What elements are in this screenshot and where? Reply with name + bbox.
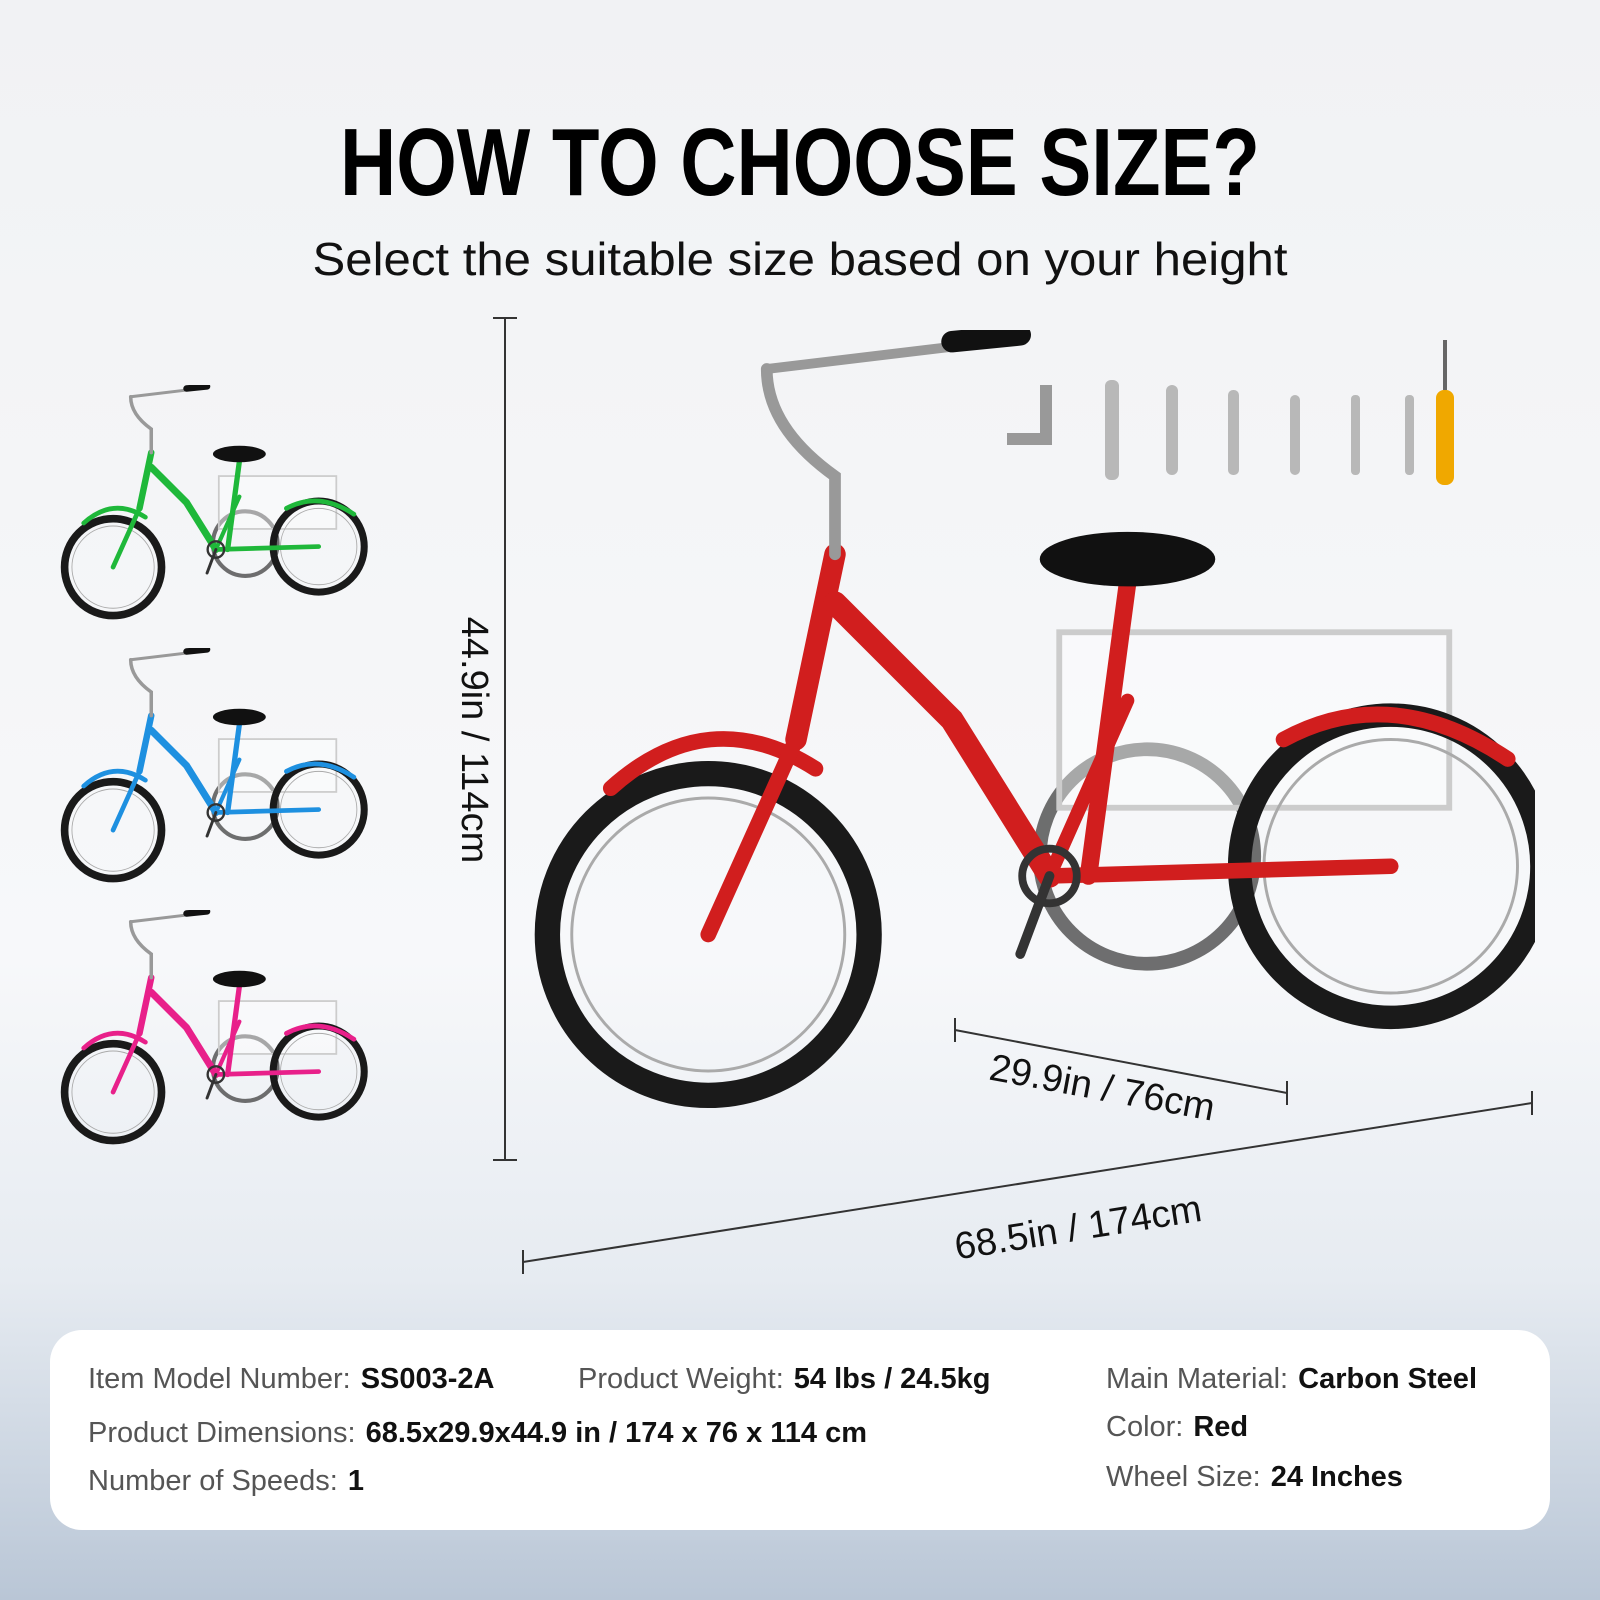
subtitle: Select the suitable size based on your h… (313, 233, 1288, 285)
spec: Product Dimensions: 68.5x29.9x44.9 in / 1… (88, 1417, 867, 1449)
spec-label: Wheel Size: (1106, 1461, 1261, 1493)
spec-value: 54 lbs / 24.5kg (794, 1363, 991, 1395)
spec: Wheel Size: 24 Inches (1106, 1461, 1403, 1493)
title: HOW TO CHOOSE SIZE? (340, 109, 1260, 216)
spec-label: Main Material: (1106, 1363, 1288, 1395)
spec-label: Product Weight: (578, 1363, 784, 1395)
tools (1007, 340, 1454, 485)
spec: Color: Red (1106, 1411, 1248, 1443)
spec-panel (50, 1330, 1550, 1530)
spec-value: Red (1193, 1411, 1248, 1443)
spec-label: Product Dimensions: (88, 1417, 356, 1449)
spec-value: 1 (348, 1465, 364, 1497)
spec: Product Weight: 54 lbs / 24.5kg (578, 1363, 990, 1395)
spec-value: 24 Inches (1271, 1461, 1403, 1493)
height-label: 44.9in / 114cm (453, 617, 495, 863)
spec: Main Material: Carbon Steel (1106, 1363, 1477, 1395)
spec-label: Number of Speeds: (88, 1465, 338, 1497)
spec-value: Carbon Steel (1298, 1363, 1477, 1395)
spec-label: Item Model Number: (88, 1363, 351, 1395)
spec-value: 68.5x29.9x44.9 in / 174 x 76 x 114 cm (366, 1417, 867, 1449)
spec: Number of Speeds: 1 (88, 1465, 364, 1497)
spec-label: Color: (1106, 1411, 1183, 1443)
spec: Item Model Number: SS003-2A (88, 1363, 495, 1395)
dimension-lines (493, 317, 1533, 1274)
spec-value: SS003-2A (361, 1363, 495, 1395)
